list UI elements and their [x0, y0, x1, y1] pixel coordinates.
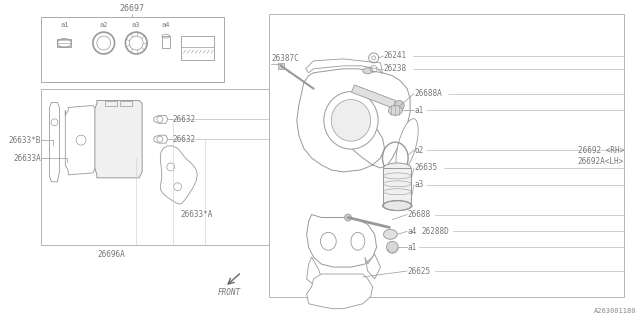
- Circle shape: [344, 214, 351, 221]
- Ellipse shape: [351, 232, 365, 250]
- Bar: [269, 14, 624, 297]
- Ellipse shape: [321, 232, 336, 250]
- Text: A263001180: A263001180: [594, 308, 637, 314]
- Bar: [41, 17, 224, 82]
- Bar: [383, 168, 411, 206]
- Text: o2: o2: [414, 146, 423, 155]
- Polygon shape: [365, 254, 381, 279]
- Text: 26632: 26632: [173, 135, 196, 144]
- Polygon shape: [160, 146, 197, 204]
- Ellipse shape: [324, 92, 378, 149]
- Text: 26688: 26688: [407, 210, 430, 219]
- Text: 26696A: 26696A: [98, 250, 125, 259]
- Text: 26635: 26635: [414, 164, 437, 172]
- Polygon shape: [154, 116, 168, 123]
- Text: FRONT: FRONT: [217, 288, 241, 297]
- Polygon shape: [307, 274, 372, 309]
- Text: 26632: 26632: [173, 115, 196, 124]
- Text: a1: a1: [414, 106, 423, 115]
- Text: 26633*B: 26633*B: [8, 136, 41, 145]
- Circle shape: [387, 241, 398, 253]
- Polygon shape: [306, 59, 383, 74]
- Text: a4: a4: [407, 227, 417, 236]
- Text: 26387C: 26387C: [271, 54, 299, 63]
- Text: 26633*A: 26633*A: [180, 210, 213, 219]
- Text: 26625: 26625: [407, 267, 430, 276]
- Ellipse shape: [332, 100, 371, 141]
- Text: a1: a1: [407, 243, 417, 252]
- Bar: [120, 100, 132, 107]
- Ellipse shape: [396, 119, 418, 172]
- Bar: [278, 63, 284, 69]
- Bar: [180, 36, 214, 60]
- Text: 26238: 26238: [383, 64, 406, 73]
- Polygon shape: [65, 106, 97, 175]
- Text: 26697: 26697: [120, 4, 145, 13]
- Polygon shape: [95, 100, 142, 178]
- Text: 26241: 26241: [383, 52, 406, 60]
- Polygon shape: [154, 135, 168, 143]
- Text: 26692A<LH>: 26692A<LH>: [577, 157, 624, 166]
- Text: a4: a4: [161, 22, 170, 28]
- Polygon shape: [297, 69, 410, 172]
- Ellipse shape: [388, 106, 402, 116]
- Text: a3: a3: [132, 22, 141, 28]
- Bar: [162, 36, 170, 48]
- Text: a1: a1: [60, 22, 68, 28]
- Ellipse shape: [383, 163, 411, 173]
- Polygon shape: [307, 257, 323, 289]
- Bar: [105, 100, 116, 107]
- Polygon shape: [49, 102, 60, 182]
- Text: 26688A: 26688A: [414, 89, 442, 98]
- Text: 26633A: 26633A: [13, 154, 41, 163]
- Ellipse shape: [383, 201, 411, 211]
- Polygon shape: [307, 214, 376, 267]
- Bar: [41, 89, 269, 245]
- Text: 26288D: 26288D: [422, 227, 450, 236]
- Text: a2: a2: [99, 22, 108, 28]
- Text: 26692 <RH>: 26692 <RH>: [577, 146, 624, 155]
- Bar: [58, 39, 71, 47]
- Ellipse shape: [363, 68, 372, 74]
- Ellipse shape: [383, 229, 397, 239]
- Bar: [351, 85, 396, 108]
- Circle shape: [394, 100, 404, 110]
- Text: a3: a3: [414, 180, 423, 189]
